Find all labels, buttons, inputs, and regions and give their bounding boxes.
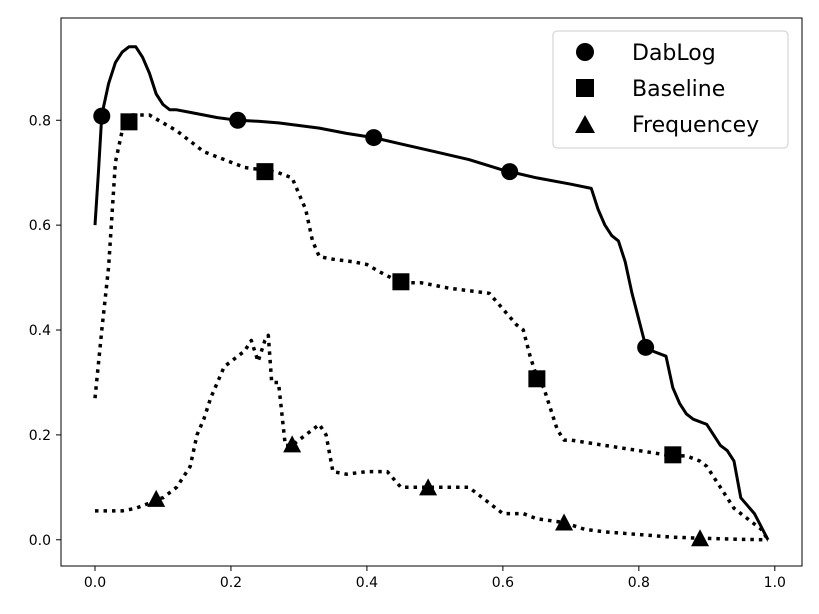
series-marker-frequencey	[419, 478, 438, 496]
y-tick-label: 0.4	[29, 323, 51, 339]
x-tick-label: 0.4	[356, 575, 378, 591]
series-marker-dablog	[501, 163, 519, 181]
plot-frame	[60, 17, 803, 567]
legend-marker-frequencey	[575, 115, 595, 133]
y-tick-label: 0.8	[29, 113, 51, 129]
y-tick-label: 0.6	[29, 218, 51, 234]
series-marker-frequencey	[691, 529, 710, 547]
series-marker-dablog	[93, 107, 111, 125]
series-line-dablog	[93, 45, 770, 541]
x-axis-ticks: 0.0 0.2 0.4 0.6 0.8 1.0	[84, 566, 786, 591]
series-marker-dablog	[365, 129, 383, 147]
legend-box	[552, 30, 789, 149]
x-tick-label: 1.0	[764, 575, 786, 591]
series-line-frequencey	[95, 333, 769, 542]
x-tick-label: 0.8	[628, 575, 650, 591]
legend: DabLog Baseline Frequencey	[552, 30, 789, 149]
series-marker-baseline	[120, 113, 138, 131]
legend-label-dablog: DabLog	[632, 41, 716, 66]
x-tick-label: 0.6	[492, 575, 514, 591]
series-marker-frequencey	[283, 435, 302, 453]
series-marker-baseline	[392, 273, 410, 291]
x-tick-label: 0.0	[84, 575, 106, 591]
series-marker-baseline	[256, 163, 274, 181]
y-tick-label: 0.2	[29, 428, 51, 444]
series-marker-dablog	[229, 111, 247, 129]
series-marker-dablog	[637, 338, 655, 356]
series-marker-frequencey	[555, 513, 574, 531]
legend-label-baseline: Baseline	[632, 77, 725, 102]
legend-marker-baseline	[576, 79, 594, 97]
series-marker-frequencey	[147, 489, 166, 507]
series-marker-baseline	[664, 446, 682, 464]
series-marker-baseline	[528, 370, 546, 388]
legend-marker-dablog	[576, 43, 594, 61]
legend-label-frequencey: Frequencey	[632, 113, 759, 138]
y-axis-ticks: 0.0 0.2 0.4 0.6 0.8	[29, 113, 61, 549]
x-tick-label: 0.2	[220, 575, 242, 591]
series-markers	[93, 107, 710, 547]
y-tick-label: 0.0	[29, 533, 51, 549]
